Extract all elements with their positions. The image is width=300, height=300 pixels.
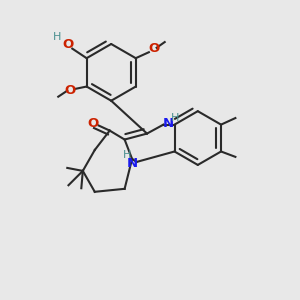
Text: H: H [171,113,179,123]
Text: O: O [88,117,99,130]
Text: N: N [163,117,174,130]
Text: N: N [127,157,138,169]
Text: O: O [148,42,160,55]
Text: H: H [122,150,131,161]
Text: H: H [53,32,61,42]
Text: O: O [62,38,74,51]
Text: O: O [64,84,76,97]
